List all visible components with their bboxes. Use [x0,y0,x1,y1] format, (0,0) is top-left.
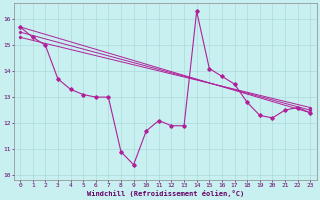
X-axis label: Windchill (Refroidissement éolien,°C): Windchill (Refroidissement éolien,°C) [86,190,244,197]
